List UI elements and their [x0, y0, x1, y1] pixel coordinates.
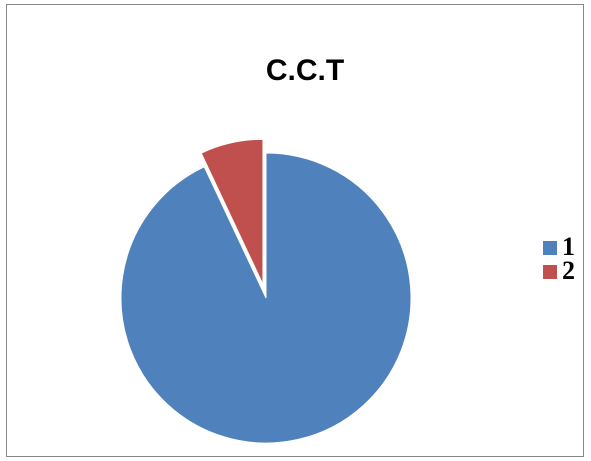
- pie-slice: [200, 138, 264, 285]
- legend-swatch: [543, 241, 557, 255]
- pie-slice: [120, 152, 412, 444]
- legend-label: 1: [562, 232, 575, 261]
- legend-label: 2: [562, 256, 575, 285]
- chart-title: C.C.T: [266, 54, 344, 87]
- legend-swatch: [543, 265, 557, 279]
